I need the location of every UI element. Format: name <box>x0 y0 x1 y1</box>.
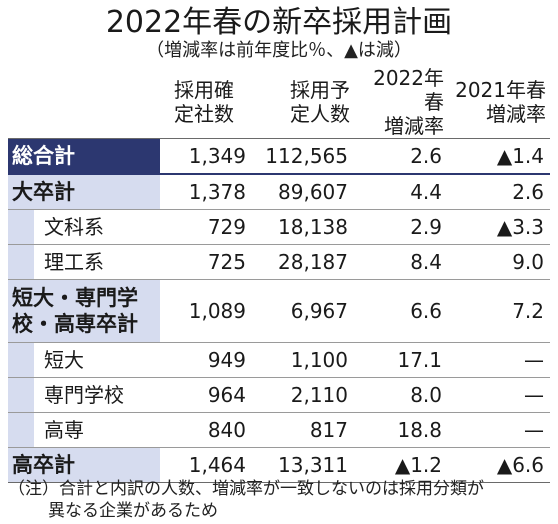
row-label: 短大 <box>8 342 160 378</box>
cell-2022-change: ▲1.2 <box>354 447 448 483</box>
cell-companies: 949 <box>160 342 252 378</box>
header-corner <box>8 66 160 139</box>
cell-2022-change: 6.6 <box>354 279 448 343</box>
row-label: 総合計 <box>8 138 160 175</box>
table-row: 短大・専門学 校・高専卒計 1,089 6,967 6.6 7.2 <box>8 279 550 343</box>
table-row: 専門学校 964 2,110 8.0 — <box>8 377 550 413</box>
cell-people: 6,967 <box>252 279 354 343</box>
cell-2021-change: 2.6 <box>512 180 544 204</box>
cell-2021-change: ▲3.3 <box>448 209 550 245</box>
cell-2021-change: ▲6.6 <box>448 447 550 483</box>
table-row: 短大 949 1,100 17.1 — <box>8 342 550 378</box>
table-header-row: 採用確 定社数 採用予 定人数 2022年春 増減率 2021年春 増減率 <box>8 66 550 139</box>
page-subtitle: （増減率は前年度比％、▲は減） <box>146 40 412 61</box>
row-label: 高卒計 <box>8 447 160 483</box>
row-label: 理工系 <box>8 244 160 280</box>
cell-2022-change: 17.1 <box>354 342 448 378</box>
cell-2022-change: 8.4 <box>354 244 448 280</box>
footnote-line-2: 異なる企業があるため <box>48 501 218 521</box>
cell-companies: 1,378 <box>188 180 246 204</box>
cell-people: 112,565 <box>252 138 354 175</box>
cell-people: 13,311 <box>252 447 354 483</box>
footnote: （注）合計と内訳の人数、増減率が一致しないのは採用分類が 異なる企業があるため <box>8 478 552 522</box>
row-label: 文科系 <box>8 209 160 245</box>
cell-companies: 1,464 <box>160 447 252 483</box>
row-label: 大卒計 <box>8 174 160 210</box>
cell-companies: 1,349 <box>160 138 252 175</box>
cell-2022-change: 2.6 <box>354 138 448 175</box>
header-2021-change: 2021年春 増減率 <box>455 78 546 126</box>
cell-companies: 1,089 <box>160 279 252 343</box>
cell-2022-change: 4.4 <box>410 180 442 204</box>
cell-people: 1,100 <box>252 342 354 378</box>
cell-2021-change: ▲1.4 <box>448 138 550 175</box>
cell-2022-change: 8.0 <box>354 377 448 413</box>
header-people: 採用予 定人数 <box>290 78 350 126</box>
cell-2021-change: 9.0 <box>448 244 550 280</box>
cell-2021-change: — <box>448 377 550 413</box>
table-row: 総合計 1,349 112,565 2.6 ▲1.4 <box>8 138 550 175</box>
header-companies: 採用確 定社数 <box>174 78 234 126</box>
row-label: 短大・専門学 校・高専卒計 <box>8 279 160 343</box>
cell-people: 18,138 <box>252 209 354 245</box>
cell-2021-change: — <box>448 412 550 448</box>
cell-companies: 840 <box>160 412 252 448</box>
row-label: 専門学校 <box>8 377 160 413</box>
hiring-plan-table: 採用確 定社数 採用予 定人数 2022年春 増減率 2021年春 増減率 <box>8 66 550 483</box>
table-row: 高卒計 1,464 13,311 ▲1.2 ▲6.6 <box>8 447 550 483</box>
header-2022-change: 2022年春 増減率 <box>373 66 444 138</box>
row-label: 高専 <box>8 412 160 448</box>
page-title: 2022年春の新卒採用計画 <box>105 5 453 40</box>
cell-companies: 725 <box>160 244 252 280</box>
cell-companies: 964 <box>160 377 252 413</box>
cell-2022-change: 2.9 <box>354 209 448 245</box>
cell-2022-change: 18.8 <box>354 412 448 448</box>
footnote-line-1: （注）合計と内訳の人数、増減率が一致しないのは採用分類が <box>8 479 484 499</box>
cell-2021-change: 7.2 <box>448 279 550 343</box>
table-row: 大卒計 1,378 89,607 4.4 2.6 <box>8 174 550 210</box>
table-row: 高専 840 817 18.8 — <box>8 412 550 448</box>
cell-people: 89,607 <box>278 180 348 204</box>
cell-2021-change: — <box>448 342 550 378</box>
cell-people: 817 <box>252 412 354 448</box>
table-row: 理工系 725 28,187 8.4 9.0 <box>8 244 550 280</box>
cell-people: 28,187 <box>252 244 354 280</box>
cell-companies: 729 <box>160 209 252 245</box>
table-row: 文科系 729 18,138 2.9 ▲3.3 <box>8 209 550 245</box>
cell-people: 2,110 <box>252 377 354 413</box>
